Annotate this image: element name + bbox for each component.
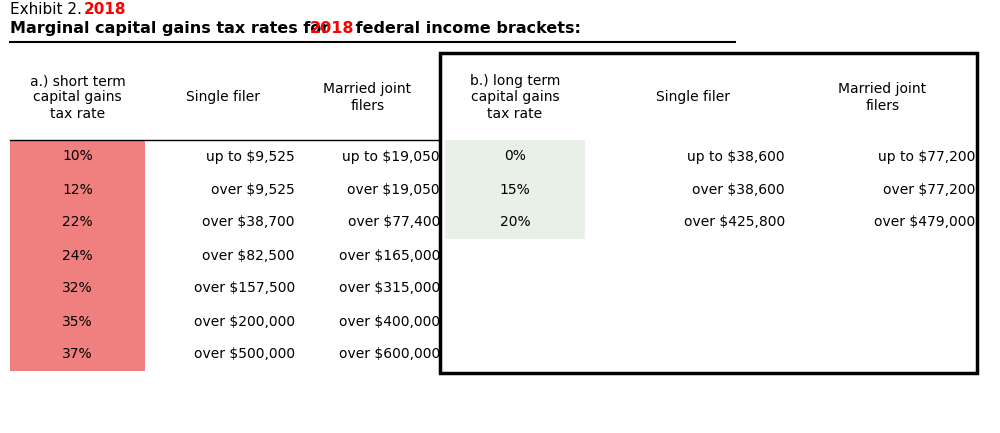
- Text: Single filer: Single filer: [186, 90, 260, 104]
- Text: up to $19,050: up to $19,050: [342, 149, 440, 164]
- Text: over $479,000: over $479,000: [874, 216, 975, 229]
- Bar: [10, 272, 145, 305]
- Bar: [10, 173, 145, 206]
- Text: over $77,200: over $77,200: [883, 182, 975, 197]
- Text: Marginal capital gains tax rates for: Marginal capital gains tax rates for: [10, 21, 335, 36]
- Bar: [445, 140, 585, 173]
- Text: over $315,000: over $315,000: [339, 281, 440, 295]
- Text: 0%: 0%: [504, 149, 526, 164]
- Text: Married joint
filers: Married joint filers: [838, 82, 927, 113]
- Bar: [10, 338, 145, 371]
- Text: over $82,500: over $82,500: [202, 249, 295, 262]
- Text: over $600,000: over $600,000: [339, 348, 440, 362]
- Text: up to $38,600: up to $38,600: [687, 149, 785, 164]
- Text: up to $77,200: up to $77,200: [878, 149, 975, 164]
- Text: 10%: 10%: [62, 149, 93, 164]
- Text: Single filer: Single filer: [656, 90, 730, 104]
- Text: b.) long term
capital gains
tax rate: b.) long term capital gains tax rate: [470, 74, 560, 121]
- Text: over $19,050: over $19,050: [347, 182, 440, 197]
- Bar: [10, 239, 145, 272]
- Bar: [10, 305, 145, 338]
- Text: over $500,000: over $500,000: [194, 348, 295, 362]
- Text: 15%: 15%: [500, 182, 530, 197]
- Text: over $38,700: over $38,700: [202, 216, 295, 229]
- Text: up to $9,525: up to $9,525: [206, 149, 295, 164]
- Text: 22%: 22%: [62, 216, 93, 229]
- Bar: [445, 206, 585, 239]
- Text: 32%: 32%: [62, 281, 93, 295]
- Text: over $77,400: over $77,400: [348, 216, 440, 229]
- Text: over $157,500: over $157,500: [194, 281, 295, 295]
- Bar: [10, 206, 145, 239]
- Text: 35%: 35%: [62, 314, 93, 329]
- Text: over $400,000: over $400,000: [339, 314, 440, 329]
- Text: 12%: 12%: [62, 182, 93, 197]
- Bar: [10, 140, 145, 173]
- Text: over $165,000: over $165,000: [339, 249, 440, 262]
- Text: 2018: 2018: [84, 2, 126, 17]
- Bar: [445, 173, 585, 206]
- Text: over $425,800: over $425,800: [684, 216, 785, 229]
- Text: federal income brackets:: federal income brackets:: [350, 21, 581, 36]
- Text: 2018: 2018: [310, 21, 354, 36]
- Text: over $38,600: over $38,600: [692, 182, 785, 197]
- Text: Married joint
filers: Married joint filers: [323, 82, 412, 113]
- Text: over $200,000: over $200,000: [194, 314, 295, 329]
- Text: over $9,525: over $9,525: [211, 182, 295, 197]
- Text: 24%: 24%: [62, 249, 93, 262]
- Text: 37%: 37%: [62, 348, 93, 362]
- Text: 20%: 20%: [500, 216, 530, 229]
- Text: Exhibit 2. -: Exhibit 2. -: [10, 2, 97, 17]
- Bar: [440, 53, 977, 373]
- Text: a.) short term
capital gains
tax rate: a.) short term capital gains tax rate: [30, 74, 125, 121]
